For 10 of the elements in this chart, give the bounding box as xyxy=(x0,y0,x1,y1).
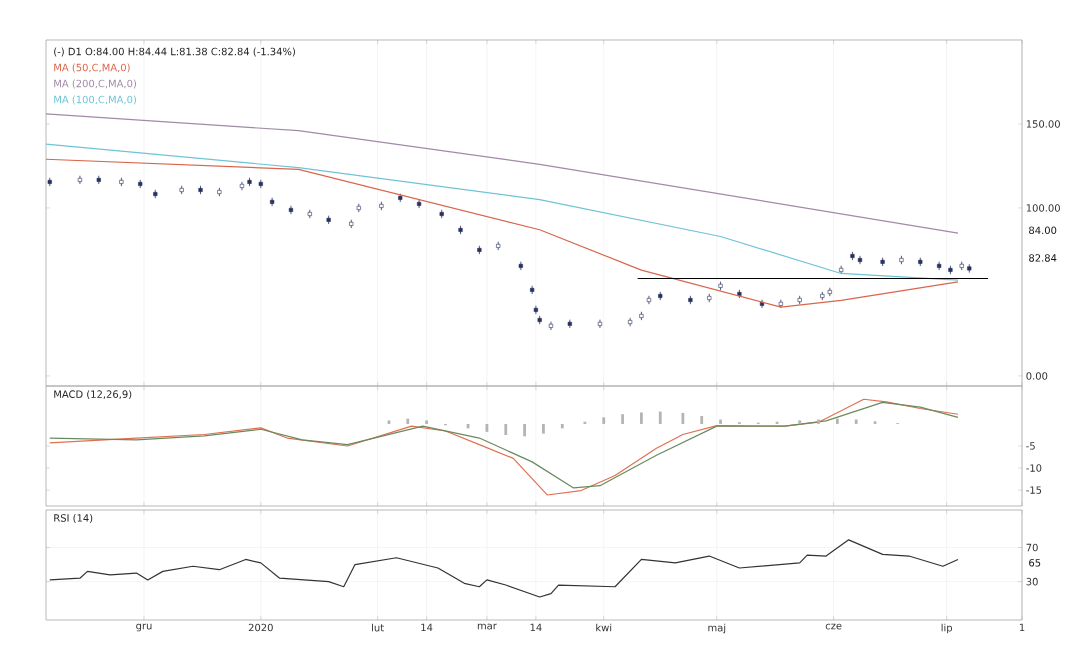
candlestick xyxy=(548,321,554,331)
candlestick xyxy=(628,317,633,327)
candlestick xyxy=(77,175,83,185)
line-series xyxy=(45,158,959,308)
candlestick xyxy=(239,181,245,191)
line-series xyxy=(45,143,959,281)
line-series xyxy=(49,539,959,598)
candlestick xyxy=(646,295,652,305)
candlestick xyxy=(597,319,603,329)
line-series xyxy=(45,113,959,234)
